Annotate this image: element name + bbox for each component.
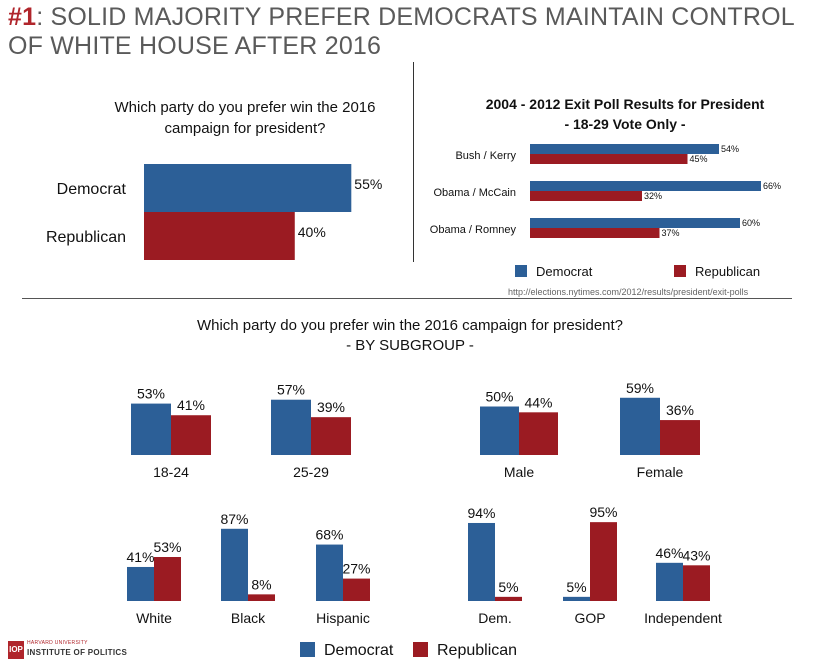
category-label-republican: Republican (46, 229, 126, 246)
category-label-25-29: 25-29 (293, 464, 329, 480)
value-label-dem-democrat: 94% (467, 505, 495, 521)
bar-gop-democrat (563, 596, 590, 601)
bar-female-republican (660, 420, 700, 455)
bar-hispanic-democrat (316, 544, 343, 601)
bar-obama-romney-republican (530, 228, 660, 238)
bar-male-republican (519, 412, 558, 455)
category-label-obama-mccain: Obama / McCain (433, 187, 516, 199)
legend-swatch-democrat (300, 642, 315, 657)
legend-label-republican: Republican (695, 264, 760, 279)
legend-label-republican: Republican (437, 642, 517, 659)
legend-swatch-republican (674, 265, 686, 277)
value-label-gop-republican: 95% (589, 504, 617, 520)
value-label-bush-kerry-democrat: 54% (721, 144, 739, 154)
horizontal-divider (22, 298, 792, 299)
legend-swatch-democrat (515, 265, 527, 277)
category-label-white: White (136, 610, 172, 626)
chart-exit-polls: Bush / Kerry 54% 45% Obama / McCain 66% 32% Ob… (430, 144, 781, 279)
category-label-male: Male (504, 464, 535, 480)
value-label-white-democrat: 41% (126, 549, 154, 565)
chart2-title: 2004 - 2012 Exit Poll Results for Presid… (485, 96, 765, 112)
value-label-independent-democrat: 46% (655, 545, 683, 561)
bar-bush-kerry-democrat (530, 144, 719, 154)
value-label-male-democrat: 50% (485, 389, 513, 405)
page-title: #1: SOLID MAJORITY PREFER DEMOCRATS MAIN… (8, 3, 808, 61)
category-label-bush-kerry: Bush / Kerry (455, 150, 516, 162)
chart-party-preference: Democrat 55% Republican 40% (46, 164, 382, 260)
category-label-18-24: 18-24 (153, 464, 189, 480)
value-label-republican: 40% (298, 224, 326, 240)
value-label-independent-republican: 43% (682, 547, 710, 563)
bar-obama-romney-democrat (530, 218, 740, 228)
bar-bush-kerry-republican (530, 154, 688, 164)
legend-label-democrat: Democrat (324, 642, 394, 659)
bar-25-29-democrat (271, 399, 311, 455)
value-label-25-29-democrat: 57% (277, 382, 305, 398)
chart3-title: Which party do you prefer win the 2016 c… (196, 317, 624, 334)
bar-republican (144, 212, 295, 260)
value-label-black-republican: 8% (251, 576, 271, 592)
chart3-subtitle: - BY SUBGROUP - (346, 337, 474, 354)
bar-white-democrat (127, 566, 154, 601)
title-text: : SOLID MAJORITY PREFER DEMOCRATS MAINTA… (8, 3, 794, 60)
value-label-black-democrat: 87% (220, 511, 248, 527)
value-label-18-24-republican: 41% (177, 397, 205, 413)
category-label-gop: GOP (574, 610, 605, 626)
value-label-bush-kerry-republican: 45% (690, 154, 708, 164)
bar-white-republican (154, 557, 181, 601)
bar-female-democrat (620, 397, 660, 455)
value-label-female-democrat: 59% (626, 380, 654, 396)
value-label-obama-romney-democrat: 60% (742, 218, 760, 228)
logo-university: HARVARD UNIVERSITY (27, 640, 88, 646)
value-label-obama-mccain-democrat: 66% (763, 181, 781, 191)
bar-18-24-democrat (131, 403, 171, 455)
vertical-divider (413, 62, 414, 262)
category-label-democrat: Democrat (57, 181, 127, 198)
bar-gop-republican (590, 522, 617, 601)
chart2-subtitle: - 18-29 Vote Only - (564, 116, 686, 132)
value-label-democrat: 55% (354, 176, 382, 192)
bar-obama-mccain-democrat (530, 181, 761, 191)
iop-logo-mark: IOP (8, 641, 24, 659)
title-number: #1 (8, 3, 37, 31)
value-label-dem-republican: 5% (498, 579, 518, 595)
category-label-female: Female (637, 464, 684, 480)
logo-institute: INSTITUTE OF POLITICS (27, 648, 128, 657)
bar-independent-democrat (656, 562, 683, 601)
bar-hispanic-republican (343, 578, 370, 601)
value-label-gop-democrat: 5% (566, 579, 586, 595)
value-label-male-republican: 44% (524, 394, 552, 410)
bar-18-24-republican (171, 415, 211, 455)
bar-25-29-republican (311, 417, 351, 455)
chart1-title: Which party do you prefer win the 2016 c… (114, 99, 376, 137)
category-label-dem: Dem. (478, 610, 511, 626)
legend-swatch-republican (413, 642, 428, 657)
legend-label-democrat: Democrat (536, 264, 593, 279)
bar-democrat (144, 164, 352, 212)
value-label-hispanic-republican: 27% (342, 561, 370, 577)
value-label-obama-romney-republican: 37% (662, 228, 680, 238)
bar-obama-mccain-republican (530, 191, 642, 201)
category-label-independent: Independent (644, 610, 722, 626)
value-label-obama-mccain-republican: 32% (644, 191, 662, 201)
bar-dem-republican (495, 596, 522, 601)
value-label-18-24-democrat: 53% (137, 386, 165, 402)
category-label-hispanic: Hispanic (316, 610, 370, 626)
bar-dem-democrat (468, 522, 495, 601)
bar-black-democrat (221, 528, 248, 601)
bar-male-democrat (480, 406, 519, 455)
value-label-white-republican: 53% (153, 539, 181, 555)
category-label-black: Black (231, 610, 266, 626)
source-url: http://elections.nytimes.com/2012/result… (508, 287, 749, 297)
category-label-obama-romney: Obama / Romney (430, 224, 517, 236)
bar-black-republican (248, 594, 275, 601)
value-label-hispanic-democrat: 68% (315, 527, 343, 543)
bar-independent-republican (683, 565, 710, 601)
value-label-female-republican: 36% (666, 402, 694, 418)
value-label-25-29-republican: 39% (317, 399, 345, 415)
